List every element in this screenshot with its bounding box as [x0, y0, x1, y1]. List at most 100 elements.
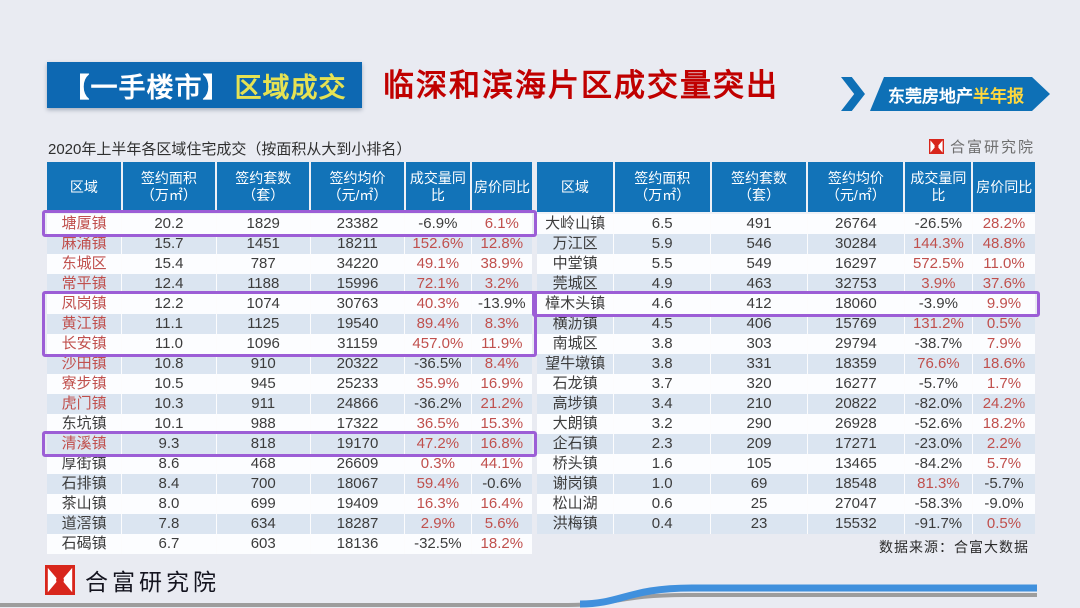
value-cell: 12.8% — [470, 234, 532, 254]
table-row: 大岭山镇 6.5 491 26764 -26.5% 28.2% — [537, 213, 1035, 234]
value-cell: 29794 — [806, 334, 905, 354]
value-cell: 7.9% — [971, 334, 1035, 354]
region-cell: 桥头镇 — [537, 454, 614, 474]
value-cell: 24866 — [309, 394, 405, 414]
table-row: 凤岗镇 12.2 1074 30763 40.3% -13.9% — [47, 294, 532, 314]
value-cell: 6.1% — [470, 213, 532, 234]
table-row: 道滘镇 7.8 634 18287 2.9% 5.6% — [47, 514, 532, 534]
value-cell: 3.9% — [903, 274, 973, 294]
column-header: 签约套数 （套） — [215, 162, 311, 214]
value-cell: 8.3% — [470, 314, 532, 334]
value-cell: -6.9% — [404, 213, 472, 234]
value-cell: -13.9% — [470, 294, 532, 314]
value-cell: 12.2 — [121, 294, 217, 314]
value-cell: 787 — [215, 254, 311, 274]
value-cell: 0.3% — [404, 454, 472, 474]
value-cell: -5.7% — [903, 374, 973, 394]
value-cell: 603 — [215, 534, 311, 554]
region-cell: 望牛墩镇 — [537, 354, 614, 374]
value-cell: 18060 — [806, 294, 905, 314]
value-cell: 290 — [710, 414, 808, 434]
value-cell: 18.6% — [971, 354, 1035, 374]
region-cell: 洪梅镇 — [537, 514, 614, 534]
value-cell: 3.4 — [613, 394, 711, 414]
value-cell: 546 — [710, 234, 808, 254]
value-cell: -5.7% — [971, 474, 1035, 494]
value-cell: 6.7 — [121, 534, 217, 554]
table-row: 中堂镇 5.5 549 16297 572.5% 11.0% — [537, 254, 1035, 274]
value-cell: 49.1% — [404, 254, 472, 274]
value-cell: 17322 — [309, 414, 405, 434]
value-cell: 18.2% — [971, 414, 1035, 434]
region-cell: 麻涌镇 — [47, 234, 122, 254]
table-caption: 2020年上半年各区域住宅成交（按面积从大到小排名） — [48, 141, 412, 158]
value-cell: 1451 — [215, 234, 311, 254]
value-cell: 988 — [215, 414, 311, 434]
value-cell: 20.2 — [121, 213, 217, 234]
value-cell: 72.1% — [404, 274, 472, 294]
value-cell: 34220 — [309, 254, 405, 274]
value-cell: 35.9% — [404, 374, 472, 394]
footer-brand: 合富研究院 — [45, 563, 220, 597]
column-header: 成交量同比 — [903, 162, 973, 214]
value-cell: -0.6% — [470, 474, 532, 494]
value-cell: 44.1% — [470, 454, 532, 474]
value-cell: 9.9% — [971, 294, 1035, 314]
value-cell: 3.2 — [613, 414, 711, 434]
value-cell: 2.2% — [971, 434, 1035, 454]
value-cell: 19170 — [309, 434, 405, 454]
value-cell: 11.9% — [470, 334, 532, 354]
table-row: 东坑镇 10.1 988 17322 36.5% 15.3% — [47, 414, 532, 434]
value-cell: 1.7% — [971, 374, 1035, 394]
region-cell: 清溪镇 — [47, 434, 122, 454]
value-cell: 12.4 — [121, 274, 217, 294]
value-cell: 40.3% — [404, 294, 472, 314]
value-cell: 24.2% — [971, 394, 1035, 414]
table-row: 莞城区 4.9 463 32753 3.9% 37.6% — [537, 274, 1035, 294]
value-cell: 406 — [710, 314, 808, 334]
region-cell: 寮步镇 — [47, 374, 122, 394]
table-row: 沙田镇 10.8 910 20322 -36.5% 8.4% — [47, 354, 532, 374]
value-cell: 26928 — [806, 414, 905, 434]
column-header: 成交量同比 — [403, 162, 472, 214]
value-cell: 549 — [710, 254, 808, 274]
value-cell: -32.5% — [404, 534, 472, 554]
table-row: 谢岗镇 1.0 69 18548 81.3% -5.7% — [537, 474, 1035, 494]
value-cell: 7.8 — [121, 514, 217, 534]
region-cell: 莞城区 — [537, 274, 614, 294]
value-cell: 3.2% — [470, 274, 532, 294]
region-cell: 松山湖 — [537, 494, 614, 514]
region-cell: 茶山镇 — [47, 494, 122, 514]
region-cell: 中堂镇 — [537, 254, 614, 274]
value-cell: 210 — [710, 394, 808, 414]
value-cell: 1125 — [215, 314, 311, 334]
value-cell: 3.8 — [613, 334, 711, 354]
value-cell: 11.0 — [121, 334, 217, 354]
data-source-note: 数据来源：合富大数据 — [879, 539, 1029, 555]
value-cell: 3.7 — [613, 374, 711, 394]
value-cell: 16297 — [806, 254, 905, 274]
value-cell: 152.6% — [404, 234, 472, 254]
value-cell: 8.4% — [470, 354, 532, 374]
region-cell: 塘厦镇 — [47, 213, 122, 234]
value-cell: 15.4 — [121, 254, 217, 274]
value-cell: 0.5% — [971, 514, 1035, 534]
hopefluent-logo-icon — [45, 565, 75, 595]
column-header: 房价同比 — [971, 162, 1035, 214]
value-cell: 16.3% — [404, 494, 472, 514]
footer-brand-label: 合富研究院 — [85, 569, 220, 595]
right-table-container: 区域 签约面积 （万㎡） 签约套数 （套） 签约均价 （元/㎡） 成交量同比 房价同比 大岭山镇 6… — [532, 162, 1040, 557]
value-cell: 25 — [710, 494, 808, 514]
region-cell: 石龙镇 — [537, 374, 614, 394]
value-cell: 1.6 — [613, 454, 711, 474]
value-cell: 1074 — [215, 294, 311, 314]
value-cell: 15532 — [806, 514, 905, 534]
value-cell: -36.2% — [404, 394, 472, 414]
value-cell: 16.9% — [470, 374, 532, 394]
value-cell: 8.4 — [121, 474, 217, 494]
value-cell: 468 — [215, 454, 311, 474]
value-cell: 18548 — [806, 474, 905, 494]
value-cell: -52.6% — [903, 414, 973, 434]
table-row: 清溪镇 9.3 818 19170 47.2% 16.8% — [47, 434, 532, 454]
